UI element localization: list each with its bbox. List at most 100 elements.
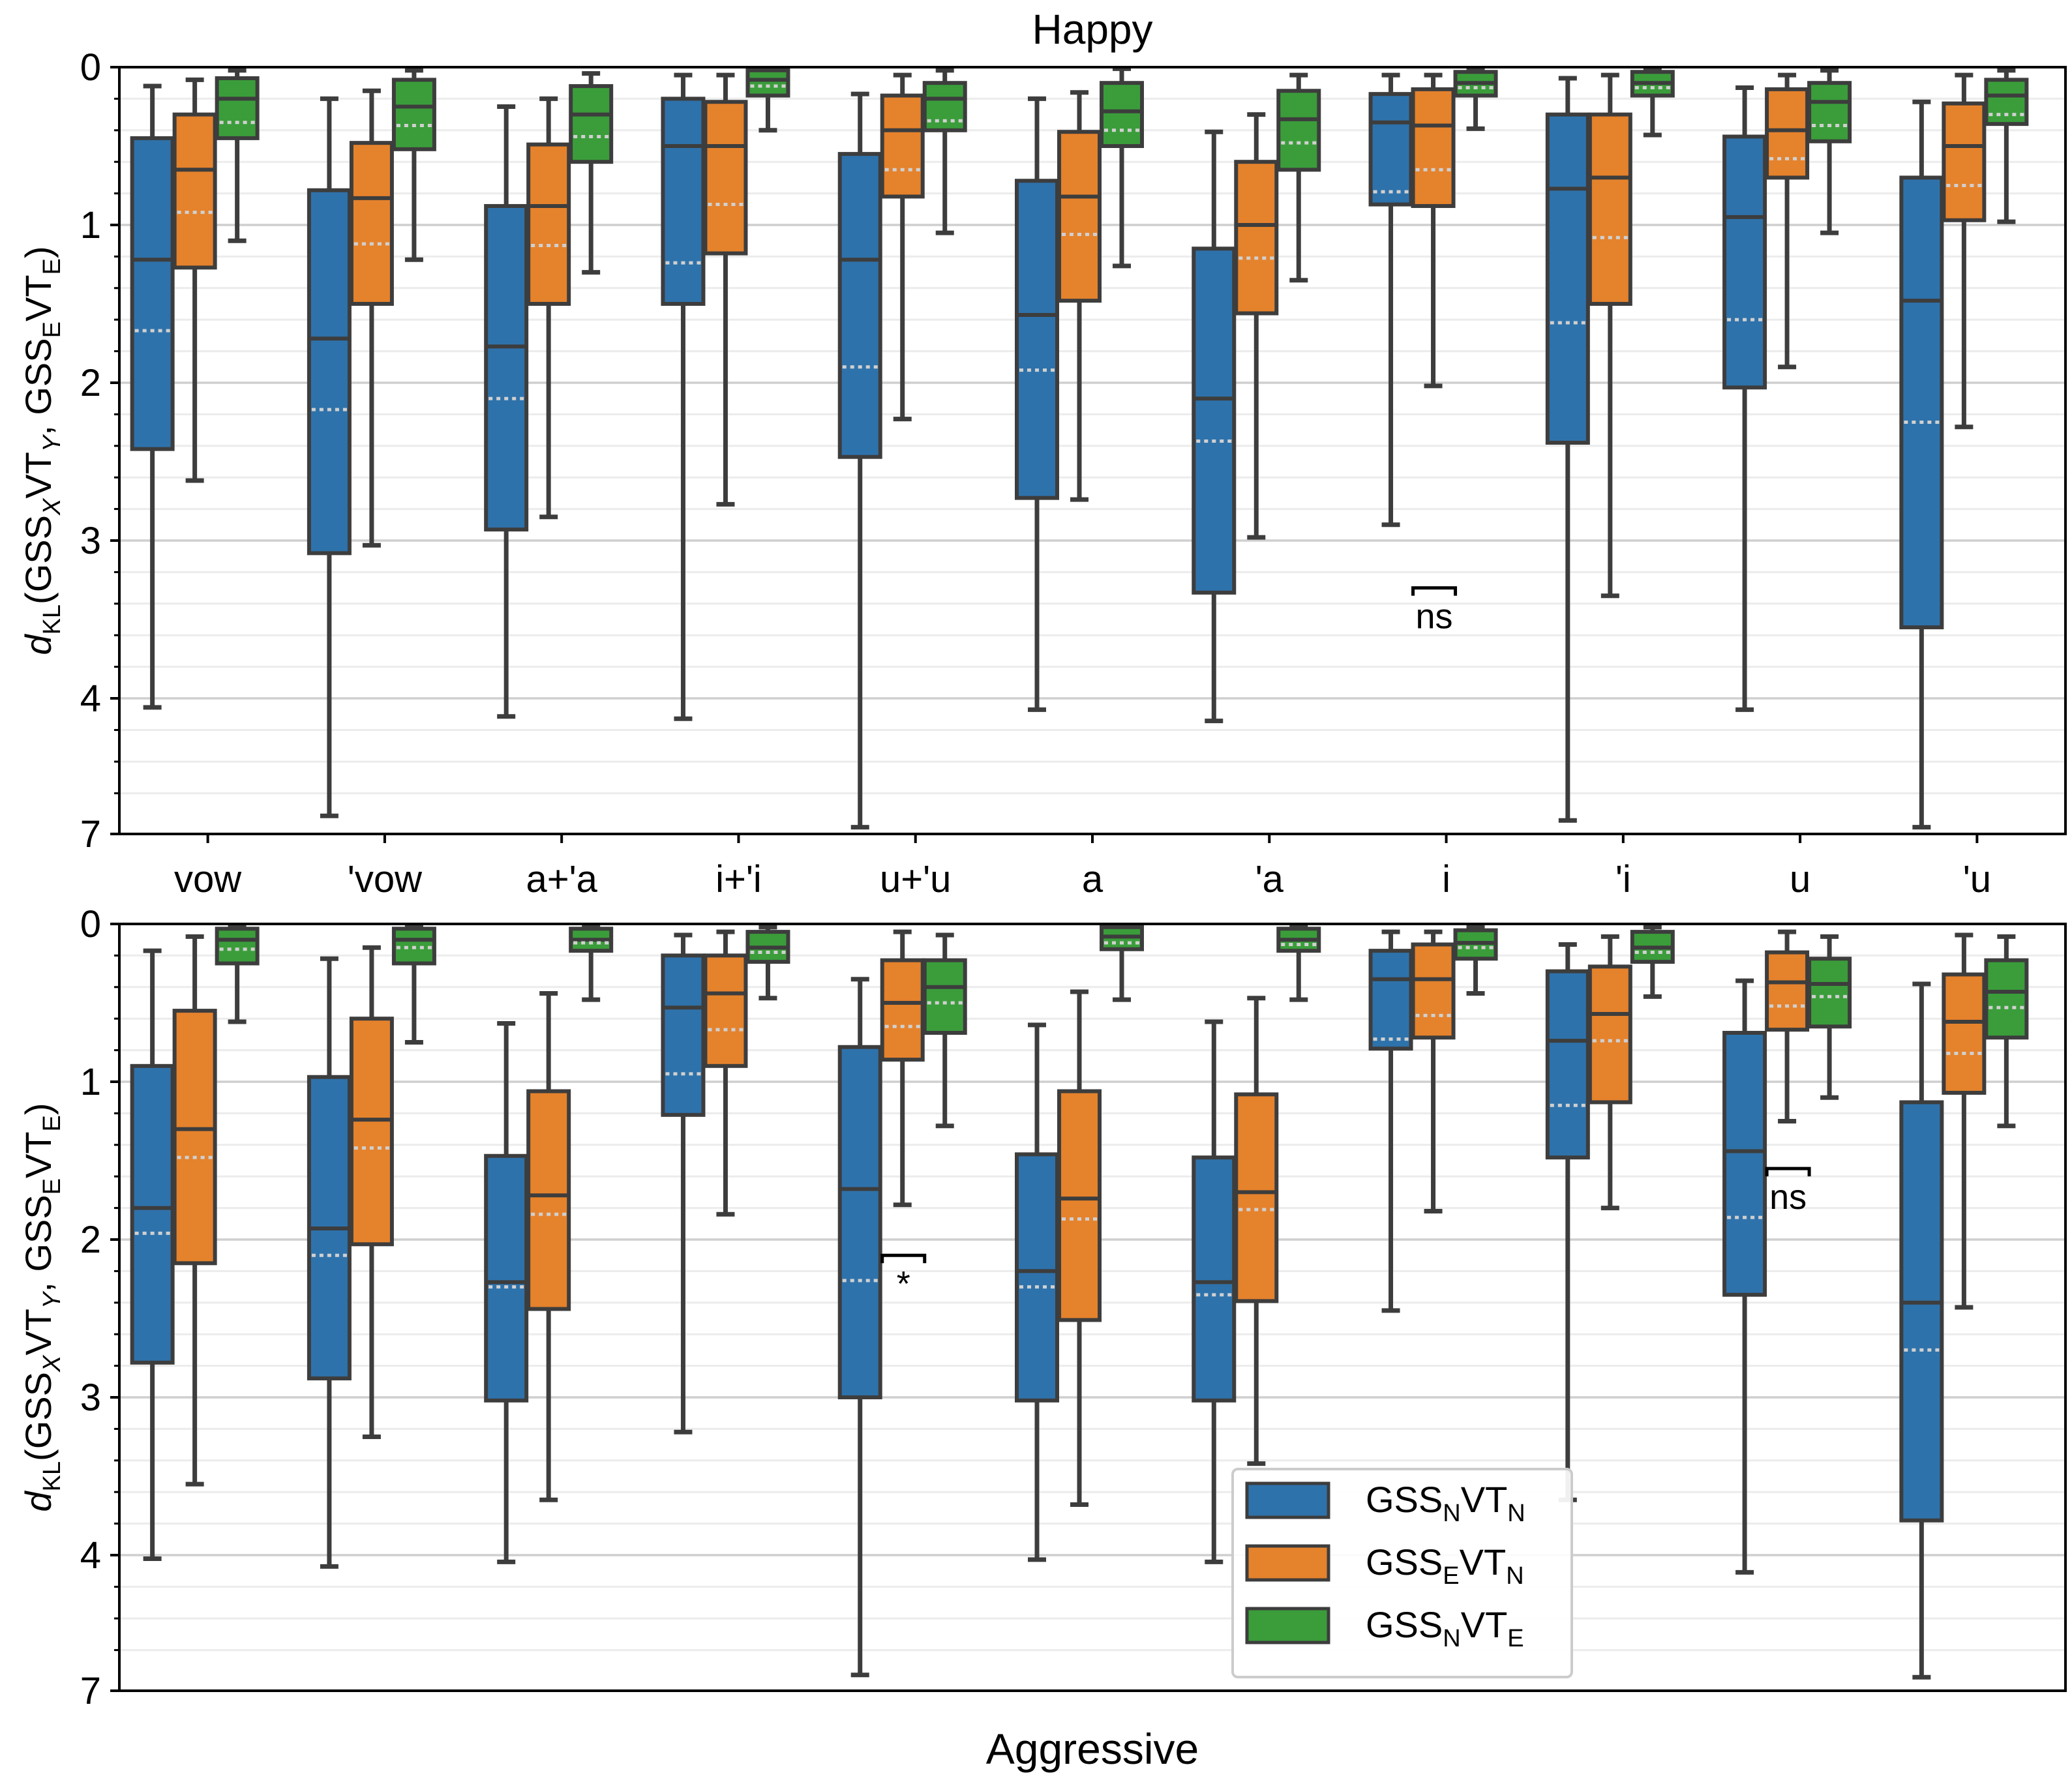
box-iqr [922,81,967,132]
y-axis-label-part: KL [38,604,66,634]
box-GSSEVTN-a [1057,90,1102,502]
legend-label-part: GSS [1366,1479,1443,1520]
box-GSSNVTE-a+'a [569,925,614,1002]
box-GSSEVTN-a+'a [526,990,571,1502]
box-iqr [1899,175,1944,630]
box-GSSEVTN-'a [1234,996,1279,1466]
box-GSSEVTN-i [1411,929,1456,1213]
box-iqr [1545,969,1590,1160]
legend-label: GSSEVTN [1366,1541,1524,1590]
box-iqr [1057,1089,1102,1322]
y-axis-ticks: 0 1 2 3 4 7 [80,903,119,1712]
y-axis-label-part: , GSS [18,1195,59,1292]
y-axis-label-part: (GSS [18,1372,59,1461]
box-iqr [1234,1092,1279,1303]
y-tick-label: 1 [80,1061,101,1103]
y-axis-label-part: VT [18,1309,59,1356]
box-GSSNVTN-'i [1545,942,1590,1502]
box-iqr [1411,87,1456,208]
boxplots [130,925,2029,1680]
box-GSSEVTN-i [1411,72,1456,389]
plot-frame [118,923,2067,1692]
box-iqr [215,927,260,966]
significance-bracket [1411,586,1458,596]
box-iqr [661,953,706,1117]
box-iqr [130,1063,175,1365]
box-GSSEVTN-'vow [349,945,394,1439]
box-iqr [1722,134,1767,390]
y-axis-label: dKL(GSSXVTY, GSSEVTE) [18,1103,66,1511]
legend-swatch [1245,1544,1330,1582]
box-GSSNVTE-i [1453,925,1498,996]
box-iqr [484,203,529,532]
legend-item: GSSNVTE [1245,1604,1524,1652]
legend-label-part: GSS [1366,1604,1443,1645]
box-GSSNVTN-i+'i [661,932,706,1435]
y-tick-label: 0 [80,46,101,89]
y-axis-label: dKL(GSSXVTY, GSSEVTE) [18,246,66,655]
legend-item: GSSEVTN [1245,1541,1524,1590]
y-axis-label-part: E [38,258,66,275]
category-label: i+'i [715,858,762,900]
box-iqr [1942,101,1987,222]
y-axis-label-part: E [38,1178,66,1195]
legend-label-part: GSS [1366,1541,1443,1583]
box-iqr [1984,78,2029,126]
category-label: 'a [1255,858,1284,900]
box-GSSNVTN-'a [1192,1019,1237,1564]
box-GSSNVTN-'u [1899,99,1944,830]
box-iqr [484,1153,529,1403]
box-GSSEVTN-i+'i [703,72,748,507]
box-GSSNVTE-i+'i [745,925,790,1001]
box-GSSNVTE-'i [1630,925,1675,999]
legend-swatch [1245,1607,1330,1644]
box-GSSEVTN-vow [172,77,217,483]
box-GSSNVTE-vow [215,68,260,243]
y-axis-label-part: VT [18,275,59,321]
y-tick-label: 2 [80,1219,101,1261]
legend-label-part: N [1443,1625,1460,1652]
box-iqr [1899,1100,1944,1523]
significance-label: * [897,1264,910,1303]
box-iqr [1276,89,1321,172]
legend-label-part: N [1506,1562,1524,1590]
box-GSSEVTN-'u [1942,932,1987,1310]
box-GSSNVTN-u [1722,85,1767,712]
category-label: 'u [1963,858,1991,900]
y-tick-label: 0 [80,903,101,945]
y-axis-label-text: dKL(GSSXVTY, GSSEVTE) [18,1103,66,1511]
box-GSSNVTN-u+'u [837,91,882,830]
box-iqr [130,136,175,451]
panel-title: Happy [1032,6,1153,53]
category-label: 'vow [348,858,423,900]
box-GSSEVTN-u+'u [880,72,925,422]
box-GSSEVTN-'i [1587,934,1632,1211]
y-axis-label-part: VT [18,1131,59,1178]
legend-label-part: VT [1461,1604,1508,1645]
box-iqr [1015,1152,1059,1403]
box-GSSNVTE-u [1807,934,1852,1100]
box-iqr [391,78,436,151]
box-GSSNVTE-'a [1276,72,1321,283]
box-iqr [1807,957,1852,1029]
box-iqr [526,1089,571,1311]
box-iqr [745,68,790,98]
box-GSSNVTN-'vow [307,96,352,818]
box-GSSEVTN-'u [1942,72,1987,430]
box-GSSNVTE-u+'u [922,68,967,235]
legend-label: GSSNVTN [1366,1479,1525,1527]
box-GSSNVTE-'vow [391,925,436,1045]
box-iqr [307,188,352,556]
y-axis-label-part: d [18,1491,59,1512]
box-GSSEVTN-'i [1587,72,1632,599]
category-label: 'i [1615,858,1631,900]
box-GSSNVTE-i+'i [745,66,790,133]
box-GSSNVTN-a [1015,96,1059,712]
box-GSSNVTE-vow [215,925,260,1024]
box-iqr [837,152,882,459]
y-axis-ticks: 0 1 2 3 4 7 [80,46,119,855]
